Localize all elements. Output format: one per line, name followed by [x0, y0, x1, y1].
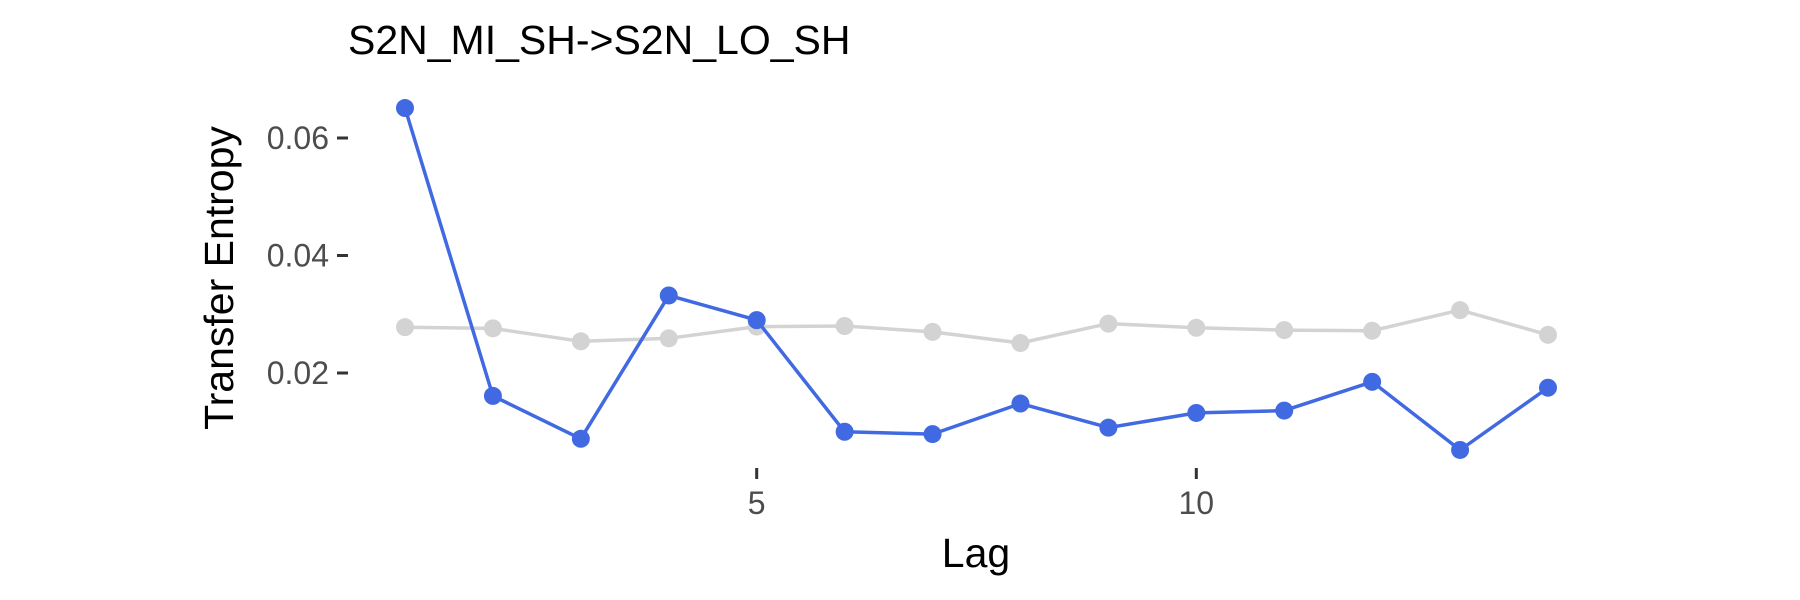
data-point [1451, 301, 1470, 320]
data-point [483, 319, 502, 338]
series-1 [396, 99, 1557, 459]
data-point [571, 332, 590, 351]
data-point [1011, 394, 1030, 413]
data-point [1539, 378, 1557, 397]
data-point [659, 286, 678, 305]
data-point [483, 386, 502, 405]
data-point [1099, 314, 1118, 333]
series-line [403, 107, 1550, 452]
data-point [659, 329, 678, 348]
data-point [747, 311, 766, 330]
data-point [1187, 403, 1206, 422]
data-point [1187, 318, 1206, 337]
x-axis: 5 10 [748, 468, 1214, 521]
data-point [1011, 334, 1030, 353]
y-tick-label: 0.04 [267, 238, 329, 274]
chart-title: S2N_MI_SH->S2N_LO_SH [348, 17, 850, 63]
data-point [1275, 321, 1294, 340]
data-point [923, 425, 942, 444]
series-line [404, 308, 1549, 345]
y-axis: 0.02 0.04 0.06 [267, 120, 348, 391]
data-point [1275, 401, 1294, 420]
y-axis-title: Transfer Entropy [196, 126, 242, 430]
series-0 [396, 301, 1557, 353]
data-point [835, 317, 854, 335]
data-point [396, 99, 414, 118]
data-point [1363, 372, 1382, 391]
y-tick-label: 0.06 [267, 120, 329, 156]
data-point [571, 429, 590, 448]
plot-series [396, 99, 1557, 459]
y-tick-label: 0.02 [267, 355, 329, 391]
x-tick-label: 5 [748, 485, 766, 521]
data-point [835, 422, 854, 441]
data-point [1363, 321, 1382, 340]
data-point [1451, 440, 1470, 459]
data-point [923, 322, 942, 341]
data-point [396, 318, 414, 337]
x-tick-label: 10 [1179, 485, 1215, 521]
data-point [1539, 325, 1557, 344]
data-point [1099, 418, 1118, 437]
x-axis-title: Lag [942, 530, 1010, 576]
